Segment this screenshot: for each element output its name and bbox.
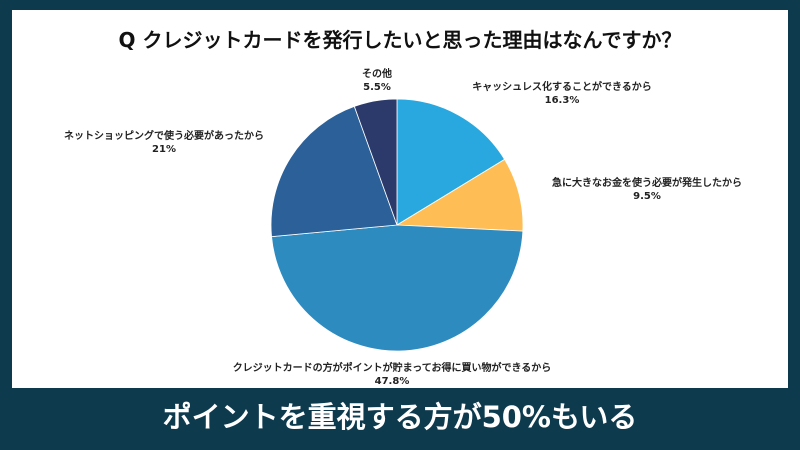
- slice-label-cashless: キャッシュレス化することができるから 16.3%: [437, 81, 687, 107]
- summary-banner: ポイントを重視する方が50%もいる: [162, 400, 638, 434]
- slice-label-value: 16.3%: [544, 95, 580, 106]
- slice-label-online-shopping: ネットショッピングで使う必要があったから 21%: [54, 130, 274, 156]
- pie-chart: [270, 98, 524, 352]
- pie-slice-0: [396, 98, 506, 226]
- slice-label-value: 9.5%: [633, 191, 661, 202]
- slice-label-text: 急に大きなお金を使う必要が発生したから: [552, 178, 742, 189]
- slice-label-text: その他: [362, 69, 392, 80]
- slice-label-value: 21%: [152, 144, 176, 155]
- slice-label-text: クレジットカードの方がポイントが貯まってお得に買い物ができるから: [232, 363, 552, 374]
- pie-slice-2: [271, 224, 524, 352]
- slice-label-other: その他 5.5%: [327, 68, 427, 94]
- slice-label-large-expense: 急に大きなお金を使う必要が発生したから 9.5%: [527, 177, 767, 203]
- pie-slice-3: [270, 105, 398, 238]
- slice-label-value: 5.5%: [363, 82, 391, 93]
- pie-slice-4: [353, 98, 398, 226]
- chart-title: Q クレジットカードを発行したいと思った理由はなんですか？: [118, 28, 682, 52]
- chart-card: Q クレジットカードを発行したいと思った理由はなんですか？ キャッシュレス化する…: [12, 10, 788, 388]
- slice-label-value: 47.8%: [374, 376, 410, 387]
- slice-label-text: ネットショッピングで使う必要があったから: [64, 131, 264, 142]
- slice-label-text: キャッシュレス化することができるから: [472, 82, 652, 93]
- pie-slice-1: [395, 158, 524, 232]
- slice-label-points: クレジットカードの方がポイントが貯まってお得に買い物ができるから 47.8%: [192, 362, 592, 388]
